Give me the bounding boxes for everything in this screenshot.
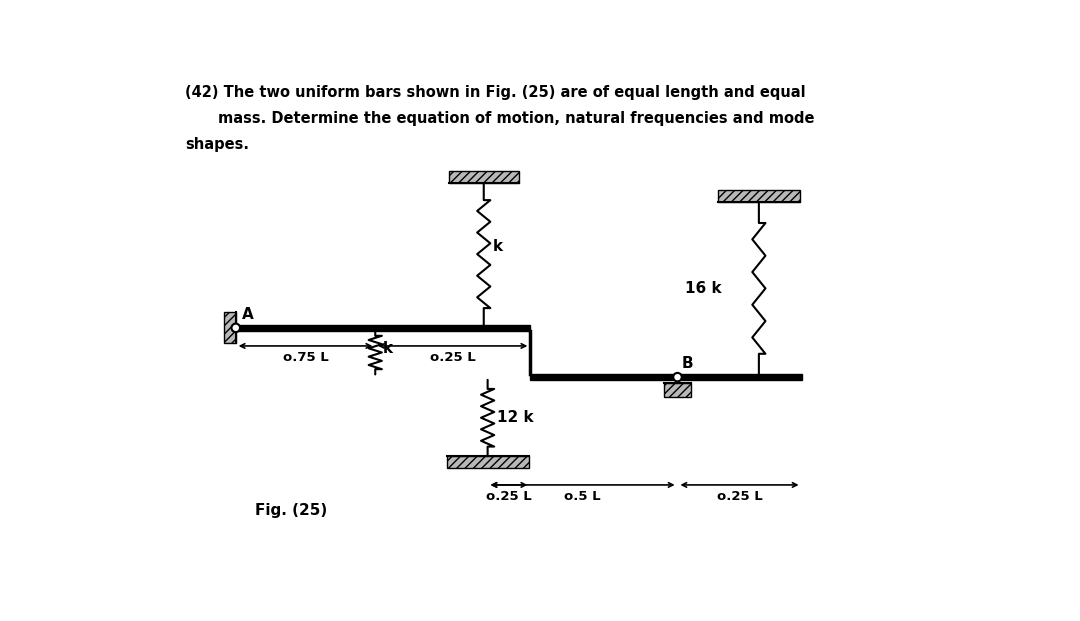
Text: mass. Determine the equation of motion, natural frequencies and mode: mass. Determine the equation of motion, … xyxy=(218,111,814,125)
Bar xyxy=(530,374,801,380)
Text: o.75 L: o.75 L xyxy=(283,351,328,365)
Bar xyxy=(447,456,529,468)
Text: k: k xyxy=(383,341,393,356)
Bar xyxy=(664,383,691,397)
Bar xyxy=(718,190,799,202)
Text: B: B xyxy=(681,356,693,371)
Circle shape xyxy=(231,324,240,332)
Text: o.25 L: o.25 L xyxy=(430,351,475,365)
Text: 16 k: 16 k xyxy=(685,281,721,296)
Bar xyxy=(449,171,518,183)
Bar xyxy=(225,312,235,343)
Text: 12 k: 12 k xyxy=(497,410,534,425)
Text: o.25 L: o.25 L xyxy=(486,491,531,503)
Text: shapes.: shapes. xyxy=(186,137,249,152)
Text: o.25 L: o.25 L xyxy=(717,491,762,503)
Text: Fig. (25): Fig. (25) xyxy=(255,503,327,518)
Text: (42) The two uniform bars shown in Fig. (25) are of equal length and equal: (42) The two uniform bars shown in Fig. … xyxy=(186,84,806,99)
Bar xyxy=(235,325,530,330)
Text: o.5 L: o.5 L xyxy=(564,491,600,503)
Circle shape xyxy=(673,373,681,381)
Text: A: A xyxy=(242,307,254,322)
Text: k: k xyxy=(492,239,502,254)
